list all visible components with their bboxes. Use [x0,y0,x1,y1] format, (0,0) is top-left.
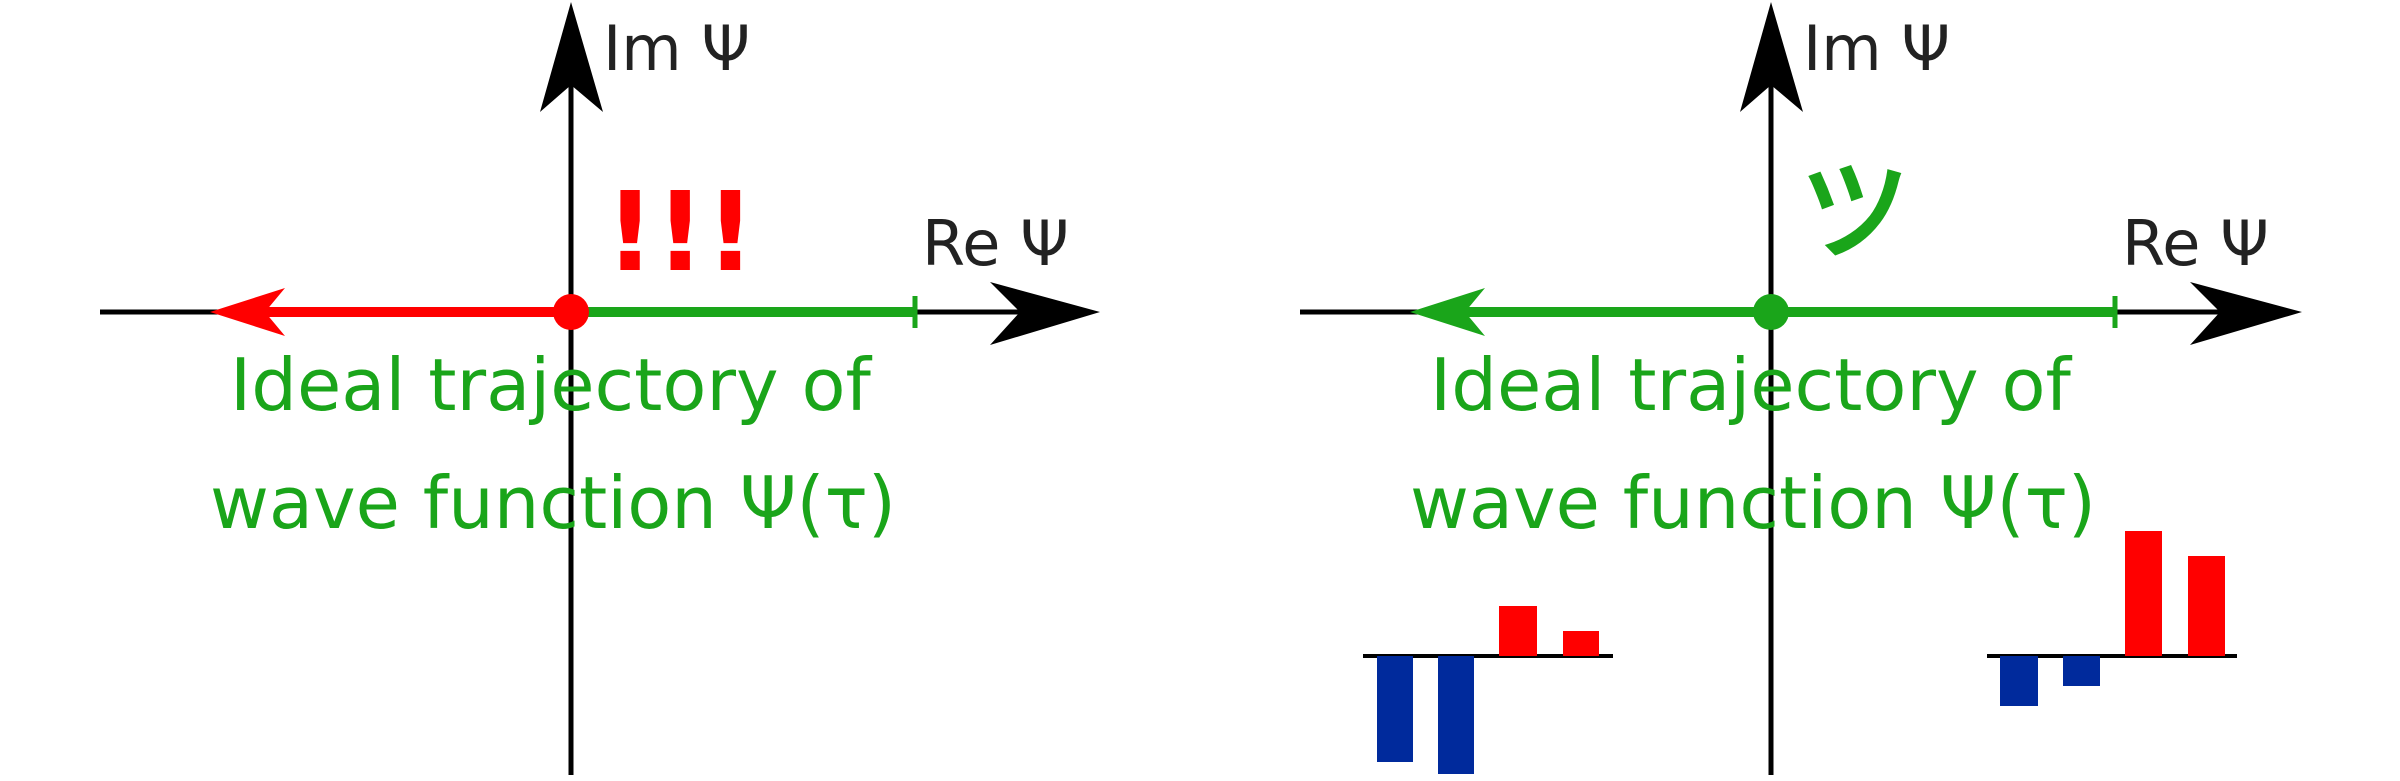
mini-bar-left-3 [1499,606,1537,656]
mini-bar-right-4 [2188,556,2225,656]
right-origin-dot [1753,294,1789,330]
left-origin-dot [553,294,589,330]
left-im-label: Im Ψ [603,12,750,85]
mini-bar-chart-left [1363,606,1613,774]
mini-bar-left-4 [1563,631,1599,656]
left-re-axis-arrowhead [990,282,1100,345]
mini-bar-left-1 [1377,656,1413,762]
right-happy-mark: ツ [1800,148,1910,276]
mini-bar-left-2 [1438,656,1474,774]
right-re-label: Re Ψ [2122,207,2269,280]
right-im-axis-arrowhead [1740,2,1803,112]
left-caption-line1: Ideal trajectory of [230,343,873,427]
left-panel: Im Ψ Re Ψ !!! Ideal trajectory of wave f… [100,2,1100,775]
right-im-label: Im Ψ [1803,12,1950,85]
mini-bar-right-3 [2125,531,2162,656]
mini-bar-chart-right [1987,531,2237,706]
mini-bar-right-2 [2063,656,2100,686]
left-im-axis-arrowhead [540,2,603,112]
left-re-label: Re Ψ [922,207,1069,280]
right-re-axis-arrowhead [2190,282,2302,345]
right-caption-line2: wave function Ψ(τ) [1410,461,2096,545]
right-caption-line1: Ideal trajectory of [1430,343,2073,427]
right-green-arrowhead [1410,288,1485,336]
right-panel: Im Ψ Re Ψ ツ Ideal trajectory of wave fun… [1300,2,2302,775]
left-caption-line2: wave function Ψ(τ) [210,461,896,545]
left-red-arrowhead [210,288,285,336]
left-alarm-mark: !!! [605,168,756,296]
mini-bar-right-1 [2000,656,2038,706]
